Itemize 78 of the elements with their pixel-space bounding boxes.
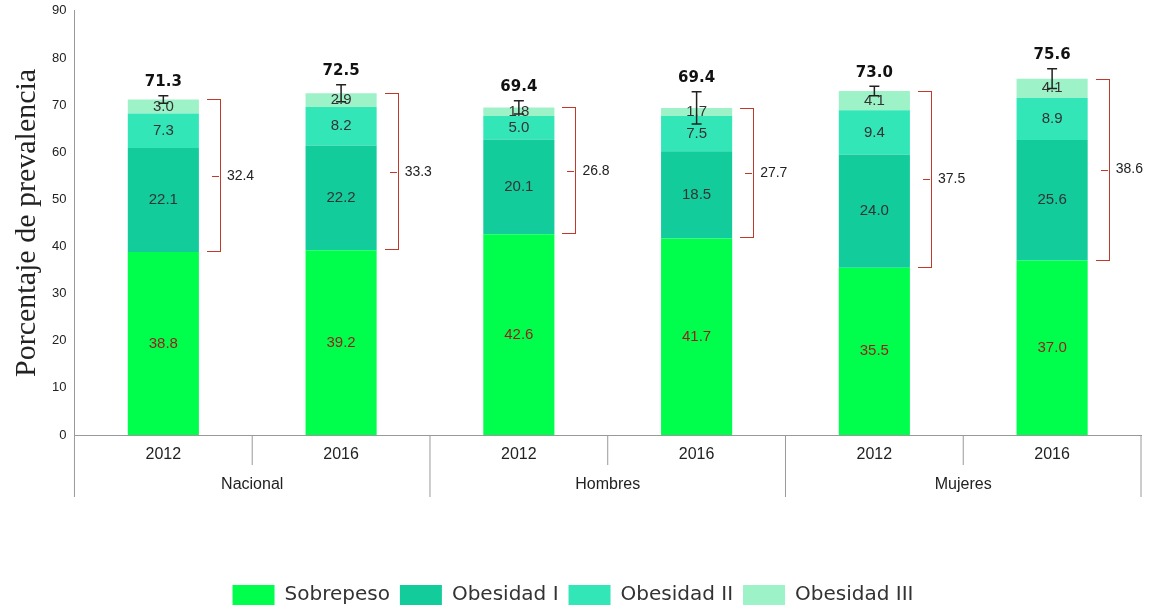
data-label: 7.5 [686, 123, 708, 141]
data-label: 4.1 [1041, 78, 1063, 96]
data-label: 37.0 [1037, 337, 1067, 355]
x-tick-label: 2016 [323, 445, 359, 463]
x-tick-label: 2012 [501, 445, 537, 463]
bar [483, 115, 555, 140]
total-label: 72.5 [322, 61, 360, 80]
data-label: 7.3 [152, 120, 174, 138]
data-label: 25.6 [1037, 190, 1067, 208]
bar [1016, 139, 1088, 261]
bar [305, 145, 377, 251]
total-label: 73.0 [855, 62, 893, 81]
bar [127, 252, 199, 435]
data-label: 41.7 [682, 326, 712, 344]
y-tick-label: 60 [51, 143, 67, 159]
data-label: 4.1 [863, 90, 885, 108]
annotation: 32.4 [226, 166, 255, 183]
data-label: 5.0 [508, 117, 530, 135]
data-label: 39.2 [326, 332, 356, 350]
bar [1016, 98, 1088, 140]
total-label: 69.4 [678, 68, 716, 87]
bar [305, 250, 377, 435]
bar [127, 147, 199, 253]
data-label: 2.9 [330, 90, 352, 108]
annotation: 38.6 [1115, 160, 1144, 177]
y-tick-label: 70 [51, 96, 67, 112]
bar [838, 267, 910, 435]
bar [661, 115, 733, 152]
bar [1016, 78, 1088, 98]
text: Nacional [221, 475, 284, 493]
data-label: 22.1 [148, 190, 178, 208]
y-tick-label: 40 [51, 238, 67, 254]
bar [661, 151, 733, 239]
bar [305, 106, 377, 146]
data-label: 38.8 [148, 333, 178, 351]
data-label: 22.2 [326, 188, 356, 206]
legend-label: Obesidad III [795, 581, 914, 606]
data-label: 8.2 [330, 116, 352, 134]
annotation: 37.5 [937, 170, 966, 187]
y-tick-label: 30 [51, 285, 67, 301]
total-label: 69.4 [500, 77, 538, 96]
y-tick-label: 90 [51, 2, 67, 18]
bar [661, 238, 733, 435]
y-tick-label: 0 [59, 426, 67, 442]
legend-label: Obesidad I [451, 581, 559, 606]
x-tick-label: 2016 [678, 445, 715, 463]
data-label: 8.9 [1041, 109, 1063, 127]
text: Hombres [575, 475, 641, 493]
bar [127, 99, 199, 114]
legend-label: Sobrepeso [284, 581, 390, 606]
text: Mujeres [934, 475, 992, 493]
data-label: 24.0 [859, 201, 889, 219]
data-label: 42.6 [504, 324, 534, 342]
total-label: 71.3 [144, 72, 182, 91]
data-label: 9.4 [863, 122, 885, 140]
data-label: 35.5 [859, 341, 889, 359]
x-tick-label: 2012 [856, 445, 893, 463]
y-tick-label: 20 [51, 332, 67, 348]
bar [838, 90, 910, 111]
bar [483, 139, 555, 235]
y-axis-title: Porcentaje de prevalencia [7, 68, 41, 377]
y-tick-label: 50 [51, 190, 67, 206]
x-tick-label: 2016 [1034, 445, 1071, 463]
annotation: 33.3 [404, 162, 433, 179]
data-label: 18.5 [682, 185, 712, 202]
legend-label: Obesidad II [620, 581, 734, 606]
data-label: 20.1 [504, 176, 534, 194]
annotation: 26.8 [582, 161, 610, 178]
y-tick-label: 80 [51, 49, 67, 65]
x-tick-label: 2012 [145, 445, 182, 463]
annotation: 27.7 [760, 164, 788, 181]
bar [838, 154, 910, 268]
total-label: 75.6 [1033, 45, 1071, 64]
y-tick-label: 10 [51, 379, 67, 395]
bar [483, 234, 555, 435]
bar [838, 110, 910, 155]
bar [1016, 260, 1088, 435]
bar [127, 113, 199, 148]
